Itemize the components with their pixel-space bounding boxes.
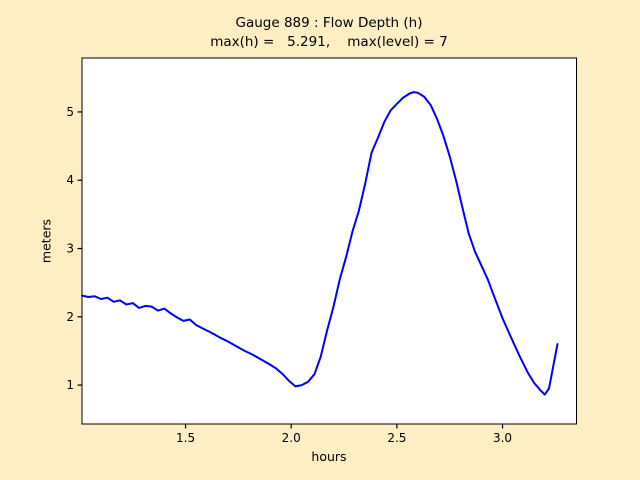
x-tick-label: 1.5 (176, 431, 195, 445)
y-tick-label: 3 (66, 242, 74, 256)
y-tick-label: 1 (66, 378, 74, 392)
axes-area (81, 57, 577, 425)
y-tick-label: 2 (66, 310, 74, 324)
chart-title: Gauge 889 : Flow Depth (h) (235, 15, 423, 31)
chart-subtitle: max(h) = 5.291, max(level) = 7 (210, 34, 448, 50)
x-tick-label: 2.0 (282, 431, 301, 445)
y-tick-label: 4 (66, 173, 74, 187)
x-axis-label: hours (311, 449, 347, 464)
x-tick-label: 2.5 (387, 431, 406, 445)
x-tick-label: 3.0 (493, 431, 512, 445)
y-tick-label: 5 (66, 105, 74, 119)
flow-depth-h-line (81, 91, 559, 396)
chart-title-block: Gauge 889 : Flow Depth (h) max(h) = 5.29… (82, 14, 576, 52)
y-axis-label: meters (38, 218, 54, 264)
